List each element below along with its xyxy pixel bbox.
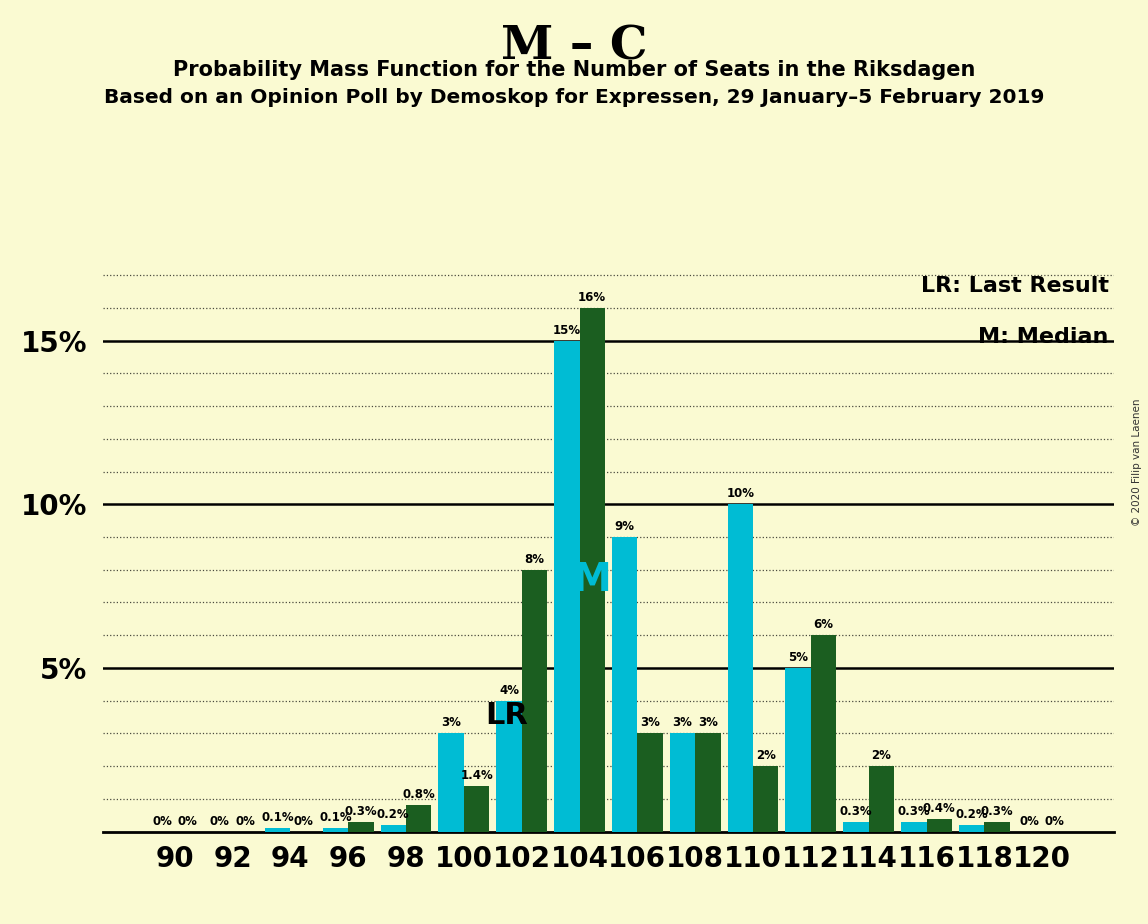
Bar: [810, 635, 836, 832]
Bar: [496, 700, 521, 832]
Text: © 2020 Filip van Laenen: © 2020 Filip van Laenen: [1132, 398, 1142, 526]
Bar: [464, 785, 489, 832]
Text: 3%: 3%: [698, 716, 718, 729]
Text: 2%: 2%: [755, 749, 776, 762]
Bar: [696, 734, 721, 832]
Text: 0%: 0%: [178, 815, 197, 828]
Text: 16%: 16%: [579, 291, 606, 304]
Text: 0.3%: 0.3%: [839, 805, 872, 818]
Bar: [554, 341, 580, 832]
Bar: [926, 819, 952, 832]
Text: 0.4%: 0.4%: [923, 802, 955, 815]
Text: Probability Mass Function for the Number of Seats in the Riksdagen: Probability Mass Function for the Number…: [173, 60, 975, 80]
Bar: [580, 308, 605, 832]
Text: LR: LR: [486, 701, 528, 730]
Bar: [669, 734, 696, 832]
Text: 0%: 0%: [1019, 815, 1039, 828]
Text: M – C: M – C: [501, 23, 647, 69]
Text: 0.3%: 0.3%: [344, 805, 378, 818]
Text: 10%: 10%: [727, 487, 754, 500]
Text: Based on an Opinion Poll by Demoskop for Expressen, 29 January–5 February 2019: Based on an Opinion Poll by Demoskop for…: [103, 88, 1045, 107]
Text: 8%: 8%: [525, 553, 544, 565]
Bar: [439, 734, 464, 832]
Bar: [521, 570, 548, 832]
Text: 0.8%: 0.8%: [402, 788, 435, 801]
Bar: [984, 821, 1010, 832]
Text: 2%: 2%: [871, 749, 891, 762]
Text: 15%: 15%: [552, 323, 581, 336]
Text: 0.1%: 0.1%: [262, 811, 294, 824]
Bar: [844, 821, 869, 832]
Text: LR: Last Result: LR: Last Result: [921, 276, 1109, 296]
Bar: [637, 734, 662, 832]
Text: 3%: 3%: [441, 716, 461, 729]
Text: 0.2%: 0.2%: [955, 808, 988, 821]
Bar: [612, 537, 637, 832]
Text: 0%: 0%: [1045, 815, 1065, 828]
Bar: [265, 828, 290, 832]
Bar: [406, 806, 432, 832]
Text: 4%: 4%: [499, 684, 519, 697]
Bar: [753, 766, 778, 832]
Text: 9%: 9%: [614, 520, 635, 533]
Text: M: M: [573, 561, 612, 599]
Text: 0.3%: 0.3%: [980, 805, 1014, 818]
Text: 0%: 0%: [152, 815, 172, 828]
Text: 0%: 0%: [293, 815, 313, 828]
Text: 0.1%: 0.1%: [319, 811, 351, 824]
Bar: [381, 825, 406, 832]
Text: 3%: 3%: [673, 716, 692, 729]
Bar: [901, 821, 926, 832]
Text: 3%: 3%: [641, 716, 660, 729]
Text: 5%: 5%: [789, 651, 808, 664]
Bar: [959, 825, 984, 832]
Text: 0%: 0%: [210, 815, 230, 828]
Text: 0%: 0%: [235, 815, 255, 828]
Text: 6%: 6%: [814, 618, 833, 631]
Text: 0.3%: 0.3%: [898, 805, 930, 818]
Bar: [348, 821, 373, 832]
Bar: [785, 668, 810, 832]
Bar: [728, 505, 753, 832]
Text: 0.2%: 0.2%: [377, 808, 410, 821]
Bar: [323, 828, 348, 832]
Bar: [869, 766, 894, 832]
Text: M: Median: M: Median: [978, 327, 1109, 347]
Text: 1.4%: 1.4%: [460, 769, 492, 782]
